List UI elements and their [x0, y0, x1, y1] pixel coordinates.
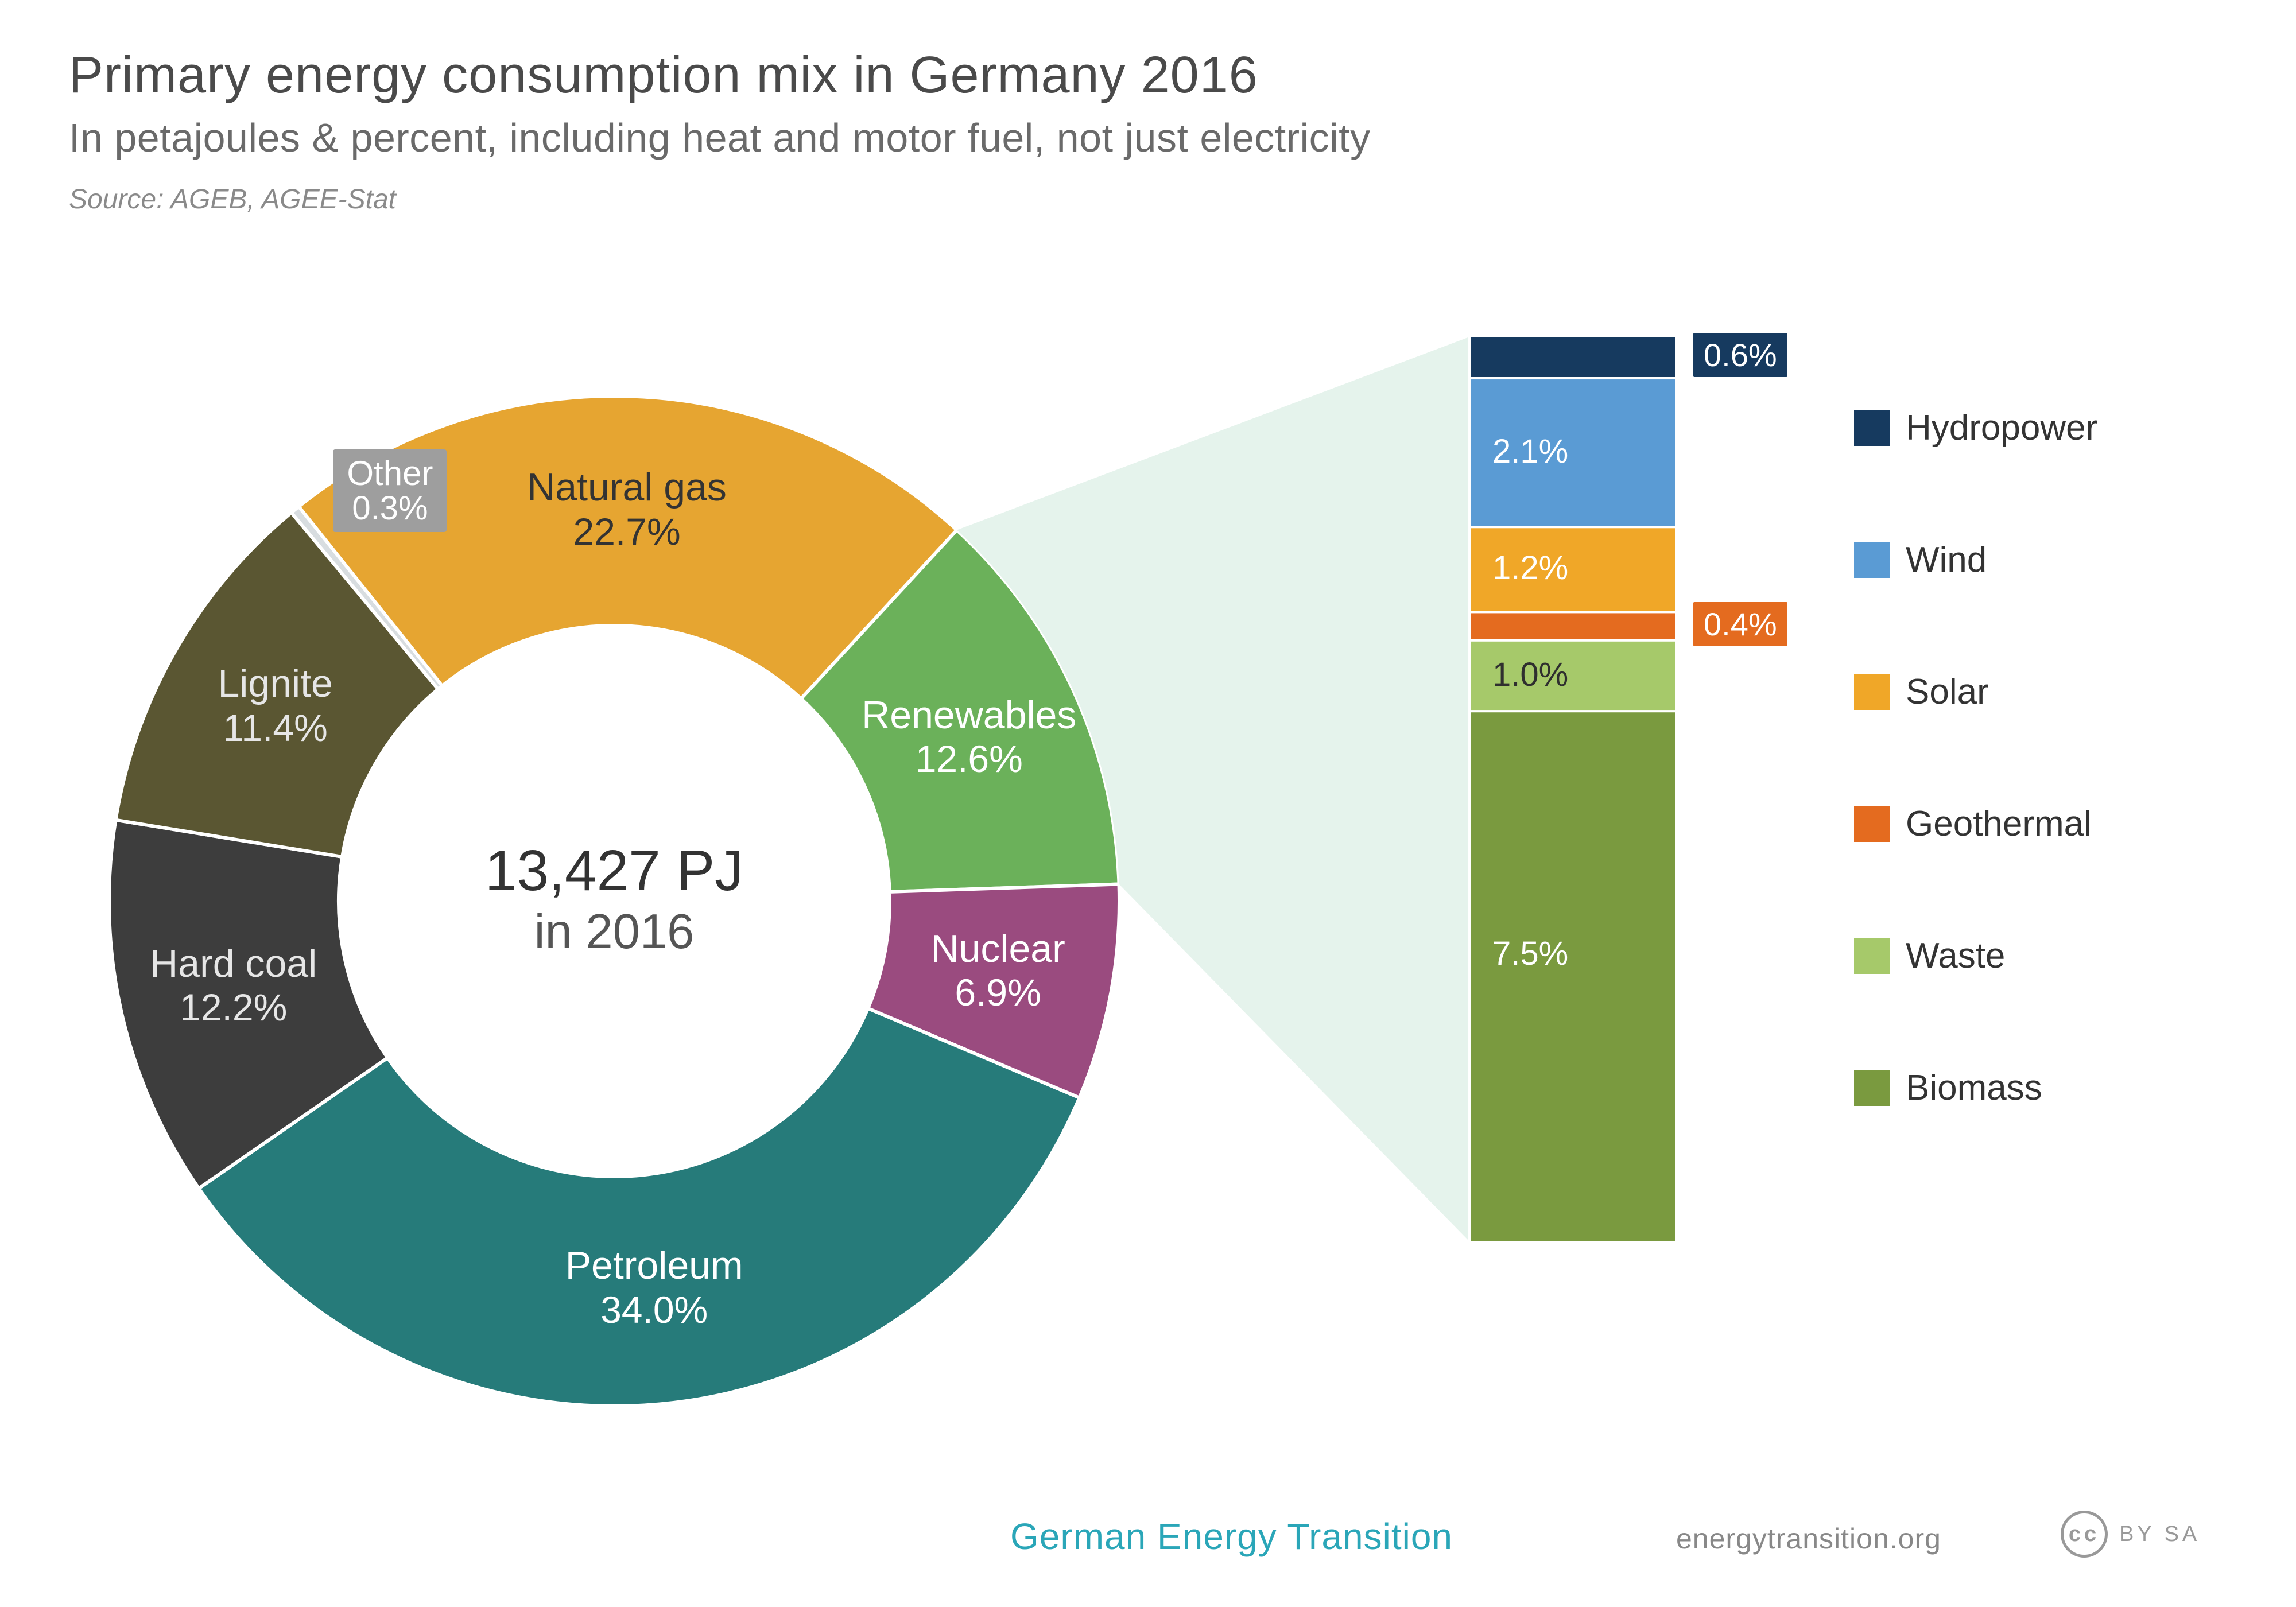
legend-label: Biomass [1906, 1068, 2042, 1108]
legend-label: Hydropower [1906, 407, 2097, 448]
donut-label-name: Other [347, 455, 433, 491]
legend-item: Wind [1854, 539, 1987, 580]
donut-label-name: Hard coal [96, 941, 371, 986]
cc-icon: cc [2061, 1511, 2108, 1558]
donut-label-name: Lignite [138, 661, 413, 706]
donut-label: Petroleum34.0% [517, 1243, 792, 1332]
legend-label: Geothermal [1906, 804, 2092, 844]
legend-label: Wind [1906, 539, 1987, 580]
footer-brand: German Energy Transition [1010, 1515, 1453, 1558]
footer-license: cc BY SA [2061, 1511, 2200, 1558]
donut-label: Renewables12.6% [831, 693, 1107, 781]
footer-url: energytransition.org [1676, 1522, 1941, 1555]
bar-label: 2.1% [1492, 432, 1568, 471]
legend-swatch [1854, 806, 1890, 842]
donut-center-year: in 2016 [430, 904, 798, 960]
legend-swatch [1854, 938, 1890, 974]
donut-label-pct: 22.7% [489, 510, 765, 554]
donut-center-value: 13,427 PJ [430, 838, 798, 904]
donut-label-name: Nuclear [860, 926, 1136, 971]
legend-label: Waste [1906, 936, 2005, 976]
legend-item: Biomass [1854, 1068, 2042, 1108]
legend-item: Solar [1854, 671, 1989, 712]
legend-item: Hydropower [1854, 407, 2097, 448]
donut-label: Hard coal12.2% [96, 941, 371, 1030]
donut-label-pct: 0.3% [347, 491, 433, 526]
bar-segment [1469, 711, 1676, 1243]
donut-label-pct: 6.9% [860, 971, 1136, 1015]
bar-segment [1469, 336, 1676, 378]
legend-swatch [1854, 410, 1890, 446]
donut-label-name: Petroleum [517, 1243, 792, 1288]
bar-label: 1.0% [1492, 655, 1568, 694]
legend-swatch [1854, 542, 1890, 578]
legend-item: Waste [1854, 936, 2005, 976]
bar-callout: 0.4% [1693, 602, 1787, 646]
donut-label-other: Other0.3% [333, 449, 447, 532]
footer-license-text: BY SA [2119, 1522, 2200, 1547]
legend-item: Geothermal [1854, 804, 2092, 844]
donut-label: Nuclear6.9% [860, 926, 1136, 1015]
bar-label: 1.2% [1492, 549, 1568, 587]
bar-segment [1469, 612, 1676, 640]
legend-label: Solar [1906, 671, 1989, 712]
donut-label-name: Renewables [831, 693, 1107, 737]
donut-center: 13,427 PJ in 2016 [430, 838, 798, 960]
donut-label-name: Natural gas [489, 465, 765, 510]
donut-label: Lignite11.4% [138, 661, 413, 750]
legend-swatch [1854, 674, 1890, 710]
donut-label-pct: 34.0% [517, 1288, 792, 1332]
donut-label: Natural gas22.7% [489, 465, 765, 553]
bar-label: 7.5% [1492, 934, 1568, 973]
bar-callout: 0.6% [1693, 333, 1787, 377]
donut-label-pct: 11.4% [138, 707, 413, 750]
donut-label-pct: 12.2% [96, 986, 371, 1030]
donut-label-pct: 12.6% [831, 737, 1107, 781]
legend-swatch [1854, 1070, 1890, 1106]
